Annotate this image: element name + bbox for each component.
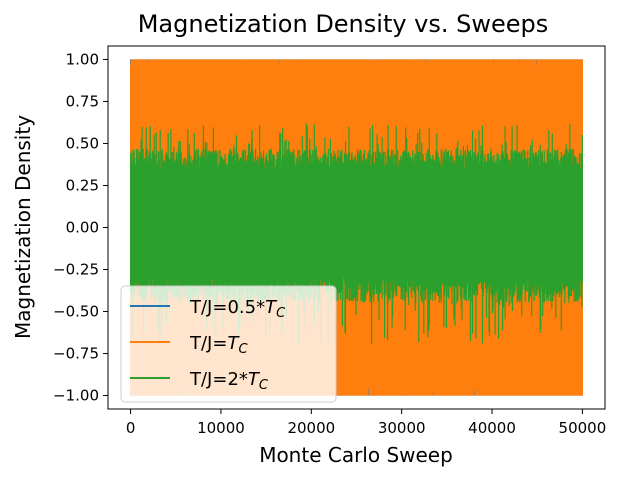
y-axis-ticks: 1.00 0.75 0.50 0.25 0.00 −0.25 −0.50 −0.75 −1.00 <box>53 50 108 405</box>
x-tick-label: 30000 <box>378 419 426 437</box>
y-tick-label: −0.75 <box>53 345 99 363</box>
legend: T/J=0.5*TC T/J=TC T/J=2*TC <box>120 285 337 403</box>
y-tick-label: 0.50 <box>66 134 99 152</box>
legend-entries: T/J=0.5*TC T/J=TC T/J=2*TC <box>130 297 286 393</box>
legend-label: T/J=TC <box>189 333 248 357</box>
x-tick-label: 10000 <box>197 419 245 437</box>
x-tick-label: 40000 <box>468 419 516 437</box>
x-tick-label: 50000 <box>559 419 607 437</box>
chart-title: Magnetization Density vs. Sweeps <box>138 10 549 38</box>
series-3-line <box>130 123 583 345</box>
x-tick-label: 20000 <box>287 419 335 437</box>
y-tick-label: −0.25 <box>53 261 99 279</box>
y-tick-label: −1.00 <box>53 387 99 405</box>
x-axis-ticks: 0 10000 20000 30000 40000 50000 <box>126 409 606 437</box>
x-axis-label: Monte Carlo Sweep <box>259 443 453 467</box>
legend-box <box>120 285 337 403</box>
y-tick-label: 0.00 <box>66 219 99 237</box>
legend-label: T/J=2*TC <box>189 369 269 393</box>
y-tick-label: 1.00 <box>66 50 99 68</box>
y-tick-label: −0.50 <box>53 303 99 321</box>
legend-label: T/J=0.5*TC <box>189 297 286 321</box>
y-tick-label: 0.25 <box>66 176 99 194</box>
series-3 <box>130 123 583 345</box>
y-tick-label: 0.75 <box>66 92 99 110</box>
y-axis-label: Magnetization Density <box>11 115 35 339</box>
x-tick-label: 0 <box>126 419 136 437</box>
